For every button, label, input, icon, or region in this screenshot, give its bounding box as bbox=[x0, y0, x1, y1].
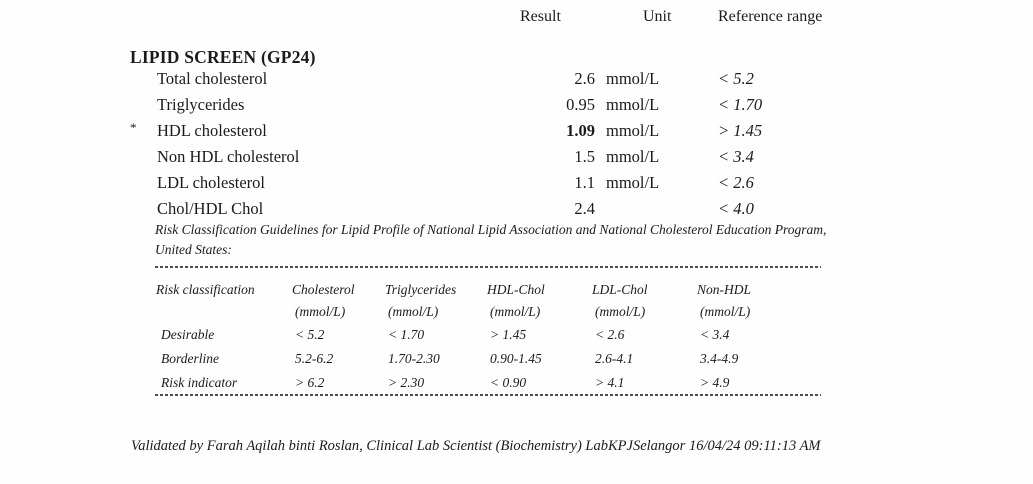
risk-classification-table: Risk classification Cholesterol Triglyce… bbox=[156, 279, 817, 395]
risk-value: > 1.45 bbox=[490, 327, 527, 342]
test-name: Total cholesterol bbox=[157, 69, 268, 88]
test-name: HDL cholesterol bbox=[157, 121, 267, 140]
risk-row-label: Borderline bbox=[161, 351, 219, 366]
test-reference-range: < 5.2 bbox=[718, 69, 754, 88]
test-name: LDL cholesterol bbox=[157, 173, 265, 192]
risk-col-header: Non-HDL bbox=[697, 282, 752, 297]
risk-col-unit: (mmol/L) bbox=[388, 304, 439, 319]
test-unit: mmol/L bbox=[606, 147, 660, 166]
dashed-divider-top bbox=[155, 266, 821, 268]
risk-value: < 1.70 bbox=[388, 327, 425, 342]
risk-col-unit bbox=[156, 301, 292, 323]
test-result: 1.5 bbox=[574, 147, 595, 166]
test-reference-range: < 3.4 bbox=[718, 147, 754, 166]
test-result: 0.95 bbox=[566, 95, 595, 114]
risk-value: 3.4-4.9 bbox=[700, 351, 739, 366]
risk-value: < 0.90 bbox=[490, 375, 527, 390]
risk-col-unit: (mmol/L) bbox=[295, 304, 346, 319]
risk-col-header: Cholesterol bbox=[292, 282, 355, 297]
risk-guidelines-line2: United States: bbox=[155, 242, 232, 257]
test-reference-range: < 2.6 bbox=[718, 173, 754, 192]
column-header-reference-range: Reference range bbox=[718, 8, 823, 25]
risk-value: > 6.2 bbox=[295, 375, 325, 390]
test-unit: mmol/L bbox=[606, 69, 660, 88]
risk-value: 0.90-1.45 bbox=[490, 351, 542, 366]
risk-value: > 4.1 bbox=[595, 375, 625, 390]
risk-value: 5.2-6.2 bbox=[295, 351, 334, 366]
risk-guidelines-line1: Risk Classification Guidelines for Lipid… bbox=[155, 222, 827, 237]
risk-value: 2.6-4.1 bbox=[595, 351, 634, 366]
column-header-result: Result bbox=[520, 8, 561, 25]
risk-value: > 4.9 bbox=[700, 375, 730, 390]
test-row-non-hdl-cholesterol: Non HDL cholesterol 1.5 mmol/L < 3.4 bbox=[0, 146, 1033, 168]
test-name: Triglycerides bbox=[157, 95, 245, 114]
risk-row-label: Risk indicator bbox=[161, 375, 238, 390]
test-name: Non HDL cholesterol bbox=[157, 147, 300, 166]
risk-value: < 3.4 bbox=[700, 327, 730, 342]
test-reference-range: < 1.70 bbox=[718, 95, 763, 114]
test-result: 2.6 bbox=[574, 69, 595, 88]
risk-value: 1.70-2.30 bbox=[388, 351, 440, 366]
risk-col-header: LDL-Chol bbox=[592, 282, 648, 297]
validation-note: Validated by Farah Aqilah binti Roslan, … bbox=[131, 438, 821, 454]
column-header-unit: Unit bbox=[643, 8, 672, 25]
test-reference-range: < 4.0 bbox=[718, 199, 754, 218]
test-reference-range: > 1.45 bbox=[718, 121, 763, 140]
test-row-total-cholesterol: Total cholesterol 2.6 mmol/L < 5.2 bbox=[0, 68, 1033, 90]
test-result: 1.09 bbox=[566, 121, 595, 140]
test-row-hdl-cholesterol: * HDL cholesterol 1.09 mmol/L > 1.45 bbox=[0, 120, 1033, 142]
risk-value: > 2.30 bbox=[388, 375, 425, 390]
risk-col-header: Risk classification bbox=[156, 282, 255, 297]
section-title-lipid-screen: LIPID SCREEN (GP24) bbox=[130, 47, 316, 67]
risk-value: < 2.6 bbox=[595, 327, 625, 342]
test-row-triglycerides: Triglycerides 0.95 mmol/L < 1.70 bbox=[0, 94, 1033, 116]
risk-guidelines-note: Risk Classification Guidelines for Lipid… bbox=[155, 220, 826, 260]
risk-col-unit: (mmol/L) bbox=[490, 304, 541, 319]
risk-col-unit: (mmol/L) bbox=[700, 304, 751, 319]
test-unit: mmol/L bbox=[606, 173, 660, 192]
dashed-divider-bottom bbox=[155, 394, 821, 396]
test-result: 2.4 bbox=[574, 199, 595, 218]
risk-col-unit: (mmol/L) bbox=[595, 304, 646, 319]
test-result: 1.1 bbox=[574, 173, 595, 192]
test-row-chol-hdl-ratio: Chol/HDL Chol 2.4 < 4.0 bbox=[0, 198, 1033, 220]
risk-col-header: Triglycerides bbox=[385, 282, 457, 297]
test-unit: mmol/L bbox=[606, 95, 660, 114]
test-name: Chol/HDL Chol bbox=[157, 199, 264, 218]
test-row-ldl-cholesterol: LDL cholesterol 1.1 mmol/L < 2.6 bbox=[0, 172, 1033, 194]
risk-row-label: Desirable bbox=[161, 327, 215, 342]
risk-col-header: HDL-Chol bbox=[487, 282, 545, 297]
test-unit: mmol/L bbox=[606, 121, 660, 140]
risk-value: < 5.2 bbox=[295, 327, 325, 342]
abnormal-flag: * bbox=[130, 120, 137, 135]
